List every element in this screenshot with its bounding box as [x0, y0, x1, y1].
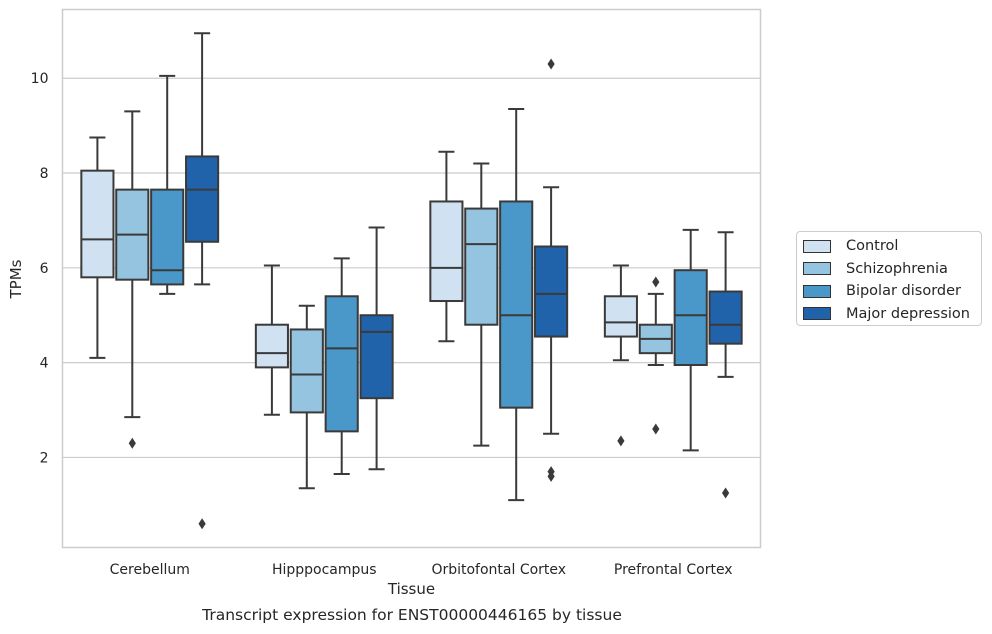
plot-frame: [61, 8, 762, 549]
x-axis-title: Tissue: [387, 580, 435, 598]
y-tick-label: 2: [40, 450, 49, 466]
box-iqr: [80, 169, 115, 279]
box-iqr: [359, 314, 394, 400]
x-tick-label: Prefrontal Cortex: [614, 562, 733, 578]
box-schizophrenia: [464, 162, 499, 447]
box-control: [603, 264, 638, 447]
y-tick-label: 4: [40, 356, 49, 372]
x-tick-label: Cerebellum: [110, 562, 190, 578]
box-iqr: [429, 200, 464, 303]
legend-label: Control: [846, 238, 899, 255]
box-bipolar-disorder: [499, 108, 534, 502]
figure-caption: Transcript expression for ENST0000044616…: [202, 606, 622, 624]
x-tick-label: Hipppocampus: [272, 562, 377, 578]
outlier-point: [198, 518, 206, 530]
box-bipolar-disorder: [673, 228, 708, 452]
x-axis-ticks: Cerebellum Hipppocampus Orbitofontal Corte…: [110, 562, 733, 578]
box-iqr: [150, 188, 185, 286]
box-schizophrenia: [115, 110, 150, 449]
box-iqr: [708, 290, 743, 345]
legend-label: Bipolar disorder: [846, 283, 961, 300]
outlier-point: [652, 423, 660, 435]
box-iqr: [464, 207, 499, 326]
legend-item: Major depression: [803, 303, 981, 326]
box-major-depression: [708, 231, 743, 499]
outlier-point: [652, 276, 660, 288]
box-control: [429, 150, 464, 343]
box-bipolar-disorder: [324, 257, 359, 476]
box-iqr: [673, 269, 708, 367]
outlier-point: [722, 487, 730, 499]
y-tick-label: 10: [31, 71, 49, 87]
outlier-point: [547, 58, 555, 70]
box-iqr: [324, 295, 359, 433]
box-iqr: [499, 200, 534, 409]
legend-swatch: [803, 284, 831, 298]
legend: Control Schizophrenia Bipolar disorder Majo…: [796, 231, 982, 326]
box-control: [254, 264, 289, 416]
legend-item: Schizophrenia: [803, 258, 981, 281]
box-schizophrenia: [638, 276, 673, 435]
box-layer: [80, 32, 743, 530]
legend-swatch: [803, 307, 831, 321]
box-schizophrenia: [289, 304, 324, 490]
outlier-point: [128, 437, 136, 449]
y-axis-title: TPMs: [7, 259, 25, 299]
box-iqr: [534, 245, 569, 338]
legend-swatch: [803, 262, 831, 276]
outlier-point: [547, 470, 555, 482]
legend-swatch: [803, 239, 831, 253]
box-major-depression: [359, 226, 394, 471]
box-iqr: [254, 323, 289, 369]
box-bipolar-disorder: [150, 74, 185, 295]
box-major-depression: [534, 58, 569, 482]
box-control: [80, 136, 115, 359]
outlier-point: [617, 435, 625, 447]
x-tick-label: Orbitofontal Cortex: [431, 562, 566, 578]
box-iqr: [603, 295, 638, 338]
legend-label: Major depression: [846, 305, 970, 322]
legend-item: Bipolar disorder: [803, 280, 981, 303]
box-iqr: [289, 328, 324, 414]
y-tick-label: 6: [40, 261, 49, 277]
legend-item: Control: [803, 235, 981, 258]
box-iqr: [185, 155, 220, 243]
y-tick-label: 8: [40, 166, 49, 182]
box-major-depression: [185, 32, 220, 530]
y-axis-ticks: 2 4 6 8 10: [31, 71, 49, 466]
legend-label: Schizophrenia: [846, 260, 948, 277]
